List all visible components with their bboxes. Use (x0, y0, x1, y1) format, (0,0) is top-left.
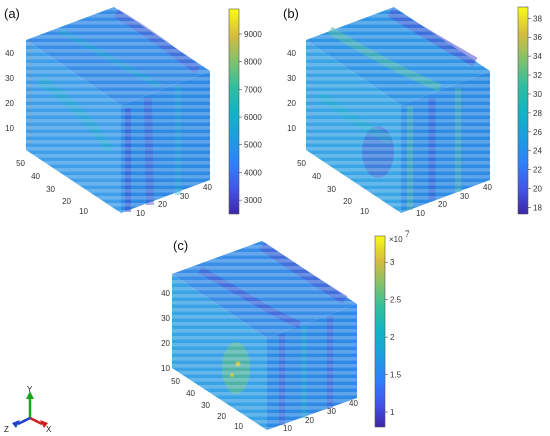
left-depth-tick-label: 30 (201, 401, 210, 410)
panel-b: (b) 40 30 20 10 50 40 30 20 10 10 20 30 … (283, 6, 542, 218)
z-arrowhead (12, 420, 20, 428)
panel-label: (a) (4, 6, 20, 21)
left-depth-tick-label: 40 (186, 389, 195, 398)
vertical-tick-label: 10 (287, 124, 296, 133)
right-depth-tick-label: 20 (305, 416, 314, 425)
right-depth-tick-label: 10 (136, 209, 145, 218)
colorbar-gradient (517, 6, 529, 215)
z-axis-label: Z (4, 425, 9, 434)
colorbar-tick-label: 28 (533, 109, 542, 118)
colorbar-gradient (228, 8, 240, 215)
vertical-tick-label: 10 (5, 124, 14, 133)
colorbar-gradient (374, 235, 386, 428)
right-depth-tick-label: 30 (180, 192, 189, 201)
right-depth-tick-label: 30 (460, 192, 469, 201)
colorbar-tick-label: 36 (533, 33, 542, 42)
colorbar-tick-label: 30 (533, 90, 542, 99)
colorbar-tick-label: 1.5 (390, 371, 402, 380)
x-arrowhead (40, 420, 48, 428)
panel-label: (b) (283, 6, 299, 21)
x-axis-arrow (29, 416, 43, 426)
colorbar: 3000 4000 5000 6000 7000 8000 9000 (228, 8, 262, 215)
colorbar-tick-label: 9000 (244, 30, 262, 39)
colorbar-tick-label: 6000 (244, 113, 262, 122)
volume-cube (26, 7, 210, 213)
left-depth-tick-label: 50 (297, 159, 306, 168)
vertical-tick-label: 20 (161, 339, 170, 348)
vertical-tick-label: 20 (287, 99, 296, 108)
left-depth-tick-label: 40 (31, 172, 40, 181)
colorbar: 1 1.5 2 2.5 3 ×10 7 (374, 229, 410, 428)
y-axis-label: Y (27, 385, 33, 394)
vertical-tick-label: 40 (287, 49, 296, 58)
colorbar-tick-label: 32 (533, 71, 542, 80)
colorbar-tick-label: 38 (533, 14, 542, 23)
left-depth-tick-label: 20 (62, 197, 71, 206)
left-depth-tick-label: 30 (46, 185, 55, 194)
panel-a: (a) 40 30 20 10 50 40 30 20 10 10 20 30 … (4, 6, 262, 218)
colorbar-tick-label: 4000 (244, 168, 262, 177)
vertical-tick-label: 40 (5, 49, 14, 58)
colorbar-tick-label: 1 (390, 408, 395, 417)
colorbar-tick-label: 2 (390, 333, 395, 342)
vertical-tick-label: 30 (287, 74, 296, 83)
colorbar-tick-label: 5000 (244, 141, 262, 150)
volume-cube (172, 241, 357, 430)
vertical-tick-label: 20 (5, 99, 14, 108)
colorbar-tick-label: 26 (533, 128, 542, 137)
panel-c: (c) 40 30 20 10 50 40 30 20 10 10 20 30 (161, 229, 410, 433)
left-depth-tick-label: 50 (16, 159, 25, 168)
vertical-tick-label: 10 (161, 364, 170, 373)
right-depth-tick-label: 20 (158, 200, 167, 209)
colorbar-multiplier: ×10 (389, 235, 403, 244)
x-axis-label: X (46, 425, 52, 434)
colorbar-tick-label: 18 (533, 203, 542, 212)
colorbar-tick-label: 8000 (244, 58, 262, 67)
colorbar-tick-label: 2.5 (390, 296, 402, 305)
left-depth-tick-label: 20 (217, 412, 226, 421)
right-depth-tick-label: 40 (349, 399, 358, 408)
left-depth-tick-label: 50 (171, 377, 180, 386)
right-depth-tick-label: 10 (416, 209, 425, 218)
orientation-triad: Y X Z (4, 385, 52, 434)
left-depth-tick-label: 10 (79, 207, 88, 216)
right-depth-tick-label: 40 (483, 183, 492, 192)
colorbar-tick-label: 20 (533, 184, 542, 193)
left-depth-tick-label: 10 (234, 422, 243, 431)
colorbar-exponent: 7 (405, 229, 410, 239)
y-arrowhead (26, 391, 34, 399)
colorbar: 18 20 22 24 26 28 30 32 34 36 38 (517, 6, 542, 215)
right-depth-tick-label: 10 (283, 424, 292, 433)
z-axis-arrow (17, 416, 31, 426)
left-depth-tick-label: 20 (343, 197, 352, 206)
colorbar-tick-label: 22 (533, 166, 542, 175)
colorbar-tick-label: 24 (533, 147, 542, 156)
right-depth-tick-label: 20 (438, 200, 447, 209)
left-depth-tick-label: 40 (312, 172, 321, 181)
right-depth-tick-label: 40 (203, 183, 212, 192)
vertical-tick-label: 30 (161, 314, 170, 323)
vertical-tick-label: 30 (5, 74, 14, 83)
right-depth-tick-label: 30 (327, 407, 336, 416)
colorbar-tick-label: 34 (533, 52, 542, 61)
volume-cube (306, 7, 490, 213)
left-depth-tick-label: 10 (360, 207, 369, 216)
vertical-tick-label: 40 (161, 289, 170, 298)
colorbar-tick-label: 3000 (244, 196, 262, 205)
left-depth-tick-label: 30 (327, 185, 336, 194)
panel-label: (c) (173, 238, 188, 253)
colorbar-tick-label: 7000 (244, 85, 262, 94)
colorbar-tick-label: 3 (390, 258, 395, 267)
